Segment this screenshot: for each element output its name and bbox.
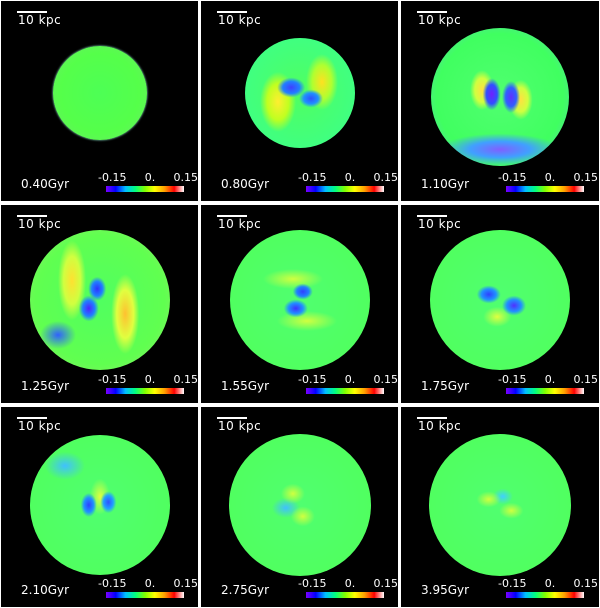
panel-7: 10 kpc -0.15 0. 0.15 2.10Gyr (1, 407, 198, 607)
panel-3: 10 kpc -0.15 0. 0.15 1.10Gyr (401, 1, 599, 201)
colorbar-max: 0.15 (573, 373, 599, 386)
colorbar-labels: -0.15 0. 0.15 (98, 373, 198, 386)
scale-bar (417, 11, 447, 13)
panel-1: 10 kpc -0.15 0. 0.15 0.40Gyr (1, 1, 198, 201)
galaxy-disk (429, 434, 571, 576)
colorbar (106, 186, 184, 192)
scale-bar (17, 11, 47, 13)
panel-2: 10 kpc -0.15 0. 0.15 0.80Gyr (201, 1, 398, 201)
scale-label: 10 kpc (218, 419, 262, 433)
colorbar-mid: 0. (144, 171, 156, 184)
scale-label: 10 kpc (18, 13, 62, 27)
colorbar-max: 0.15 (373, 373, 399, 386)
scale-label: 10 kpc (18, 217, 62, 231)
time-label: 1.10Gyr (421, 177, 470, 191)
colorbar-labels: -0.15 0. 0.15 (298, 373, 398, 386)
scale-bar (217, 11, 247, 13)
galaxy-disk (244, 38, 355, 148)
galaxy-disk (228, 434, 371, 576)
scale-label: 10 kpc (418, 419, 462, 433)
colorbar-max: 0.15 (373, 171, 399, 184)
colorbar-min: -0.15 (498, 171, 527, 184)
scale-bar (217, 215, 247, 217)
colorbar-mid: 0. (144, 373, 156, 386)
galaxy-disk (229, 230, 370, 370)
time-label: 1.55Gyr (221, 379, 270, 393)
colorbar-mid: 0. (544, 577, 556, 590)
colorbar-mid: 0. (344, 373, 356, 386)
colorbar-min: -0.15 (98, 577, 127, 590)
colorbar-min: -0.15 (98, 373, 127, 386)
colorbar (106, 592, 184, 598)
colorbar-min: -0.15 (298, 577, 327, 590)
galaxy-disk (52, 46, 147, 140)
time-label: 2.10Gyr (21, 583, 70, 597)
scale-bar (217, 417, 247, 419)
colorbar (506, 186, 584, 192)
time-label: 0.80Gyr (221, 177, 270, 191)
panel-6: 10 kpc -0.15 0. 0.15 1.75Gyr (401, 205, 599, 403)
colorbar-max: 0.15 (573, 171, 599, 184)
galaxy-disk (29, 435, 170, 575)
time-label: 2.75Gyr (221, 583, 270, 597)
colorbar-labels: -0.15 0. 0.15 (98, 171, 198, 184)
scale-label: 10 kpc (18, 419, 62, 433)
colorbar-max: 0.15 (373, 577, 399, 590)
scale-bar (17, 417, 47, 419)
colorbar-mid: 0. (144, 577, 156, 590)
time-label: 3.95Gyr (421, 583, 470, 597)
panel-4: 10 kpc -0.15 0. 0.15 1.25Gyr (1, 205, 198, 403)
colorbar-max: 0.15 (173, 373, 199, 386)
colorbar-labels: -0.15 0. 0.15 (98, 577, 198, 590)
colorbar-mid: 0. (544, 171, 556, 184)
colorbar-max: 0.15 (173, 577, 199, 590)
scale-label: 10 kpc (218, 217, 262, 231)
panel-5: 10 kpc -0.15 0. 0.15 1.55Gyr (201, 205, 398, 403)
galaxy-disk (430, 230, 570, 370)
scale-label: 10 kpc (418, 217, 462, 231)
colorbar (306, 186, 384, 192)
time-label: 1.25Gyr (21, 379, 70, 393)
colorbar-max: 0.15 (573, 577, 599, 590)
scale-bar (417, 417, 447, 419)
time-label: 1.75Gyr (421, 379, 470, 393)
colorbar-mid: 0. (344, 171, 356, 184)
colorbar-min: -0.15 (298, 373, 327, 386)
scale-bar (417, 215, 447, 217)
scale-bar (17, 215, 47, 217)
colorbar-min: -0.15 (98, 171, 127, 184)
panel-9: 10 kpc -0.15 0. 0.15 3.95Gyr (401, 407, 599, 607)
colorbar-min: -0.15 (298, 171, 327, 184)
colorbar-mid: 0. (544, 373, 556, 386)
colorbar-labels: -0.15 0. 0.15 (298, 171, 398, 184)
galaxy-disk (29, 230, 170, 370)
colorbar-labels: -0.15 0. 0.15 (498, 171, 598, 184)
colorbar-min: -0.15 (498, 373, 527, 386)
colorbar-labels: -0.15 0. 0.15 (298, 577, 398, 590)
colorbar (506, 592, 584, 598)
colorbar (306, 388, 384, 394)
colorbar (506, 388, 584, 394)
panel-8: 10 kpc -0.15 0. 0.15 2.75Gyr (201, 407, 398, 607)
colorbar-labels: -0.15 0. 0.15 (498, 373, 598, 386)
scale-label: 10 kpc (418, 13, 462, 27)
colorbar (306, 592, 384, 598)
colorbar-min: -0.15 (498, 577, 527, 590)
colorbar-mid: 0. (344, 577, 356, 590)
scale-label: 10 kpc (218, 13, 262, 27)
galaxy-disk (431, 28, 569, 166)
colorbar-max: 0.15 (173, 171, 199, 184)
time-label: 0.40Gyr (21, 177, 70, 191)
colorbar-labels: -0.15 0. 0.15 (498, 577, 598, 590)
colorbar (106, 388, 184, 394)
